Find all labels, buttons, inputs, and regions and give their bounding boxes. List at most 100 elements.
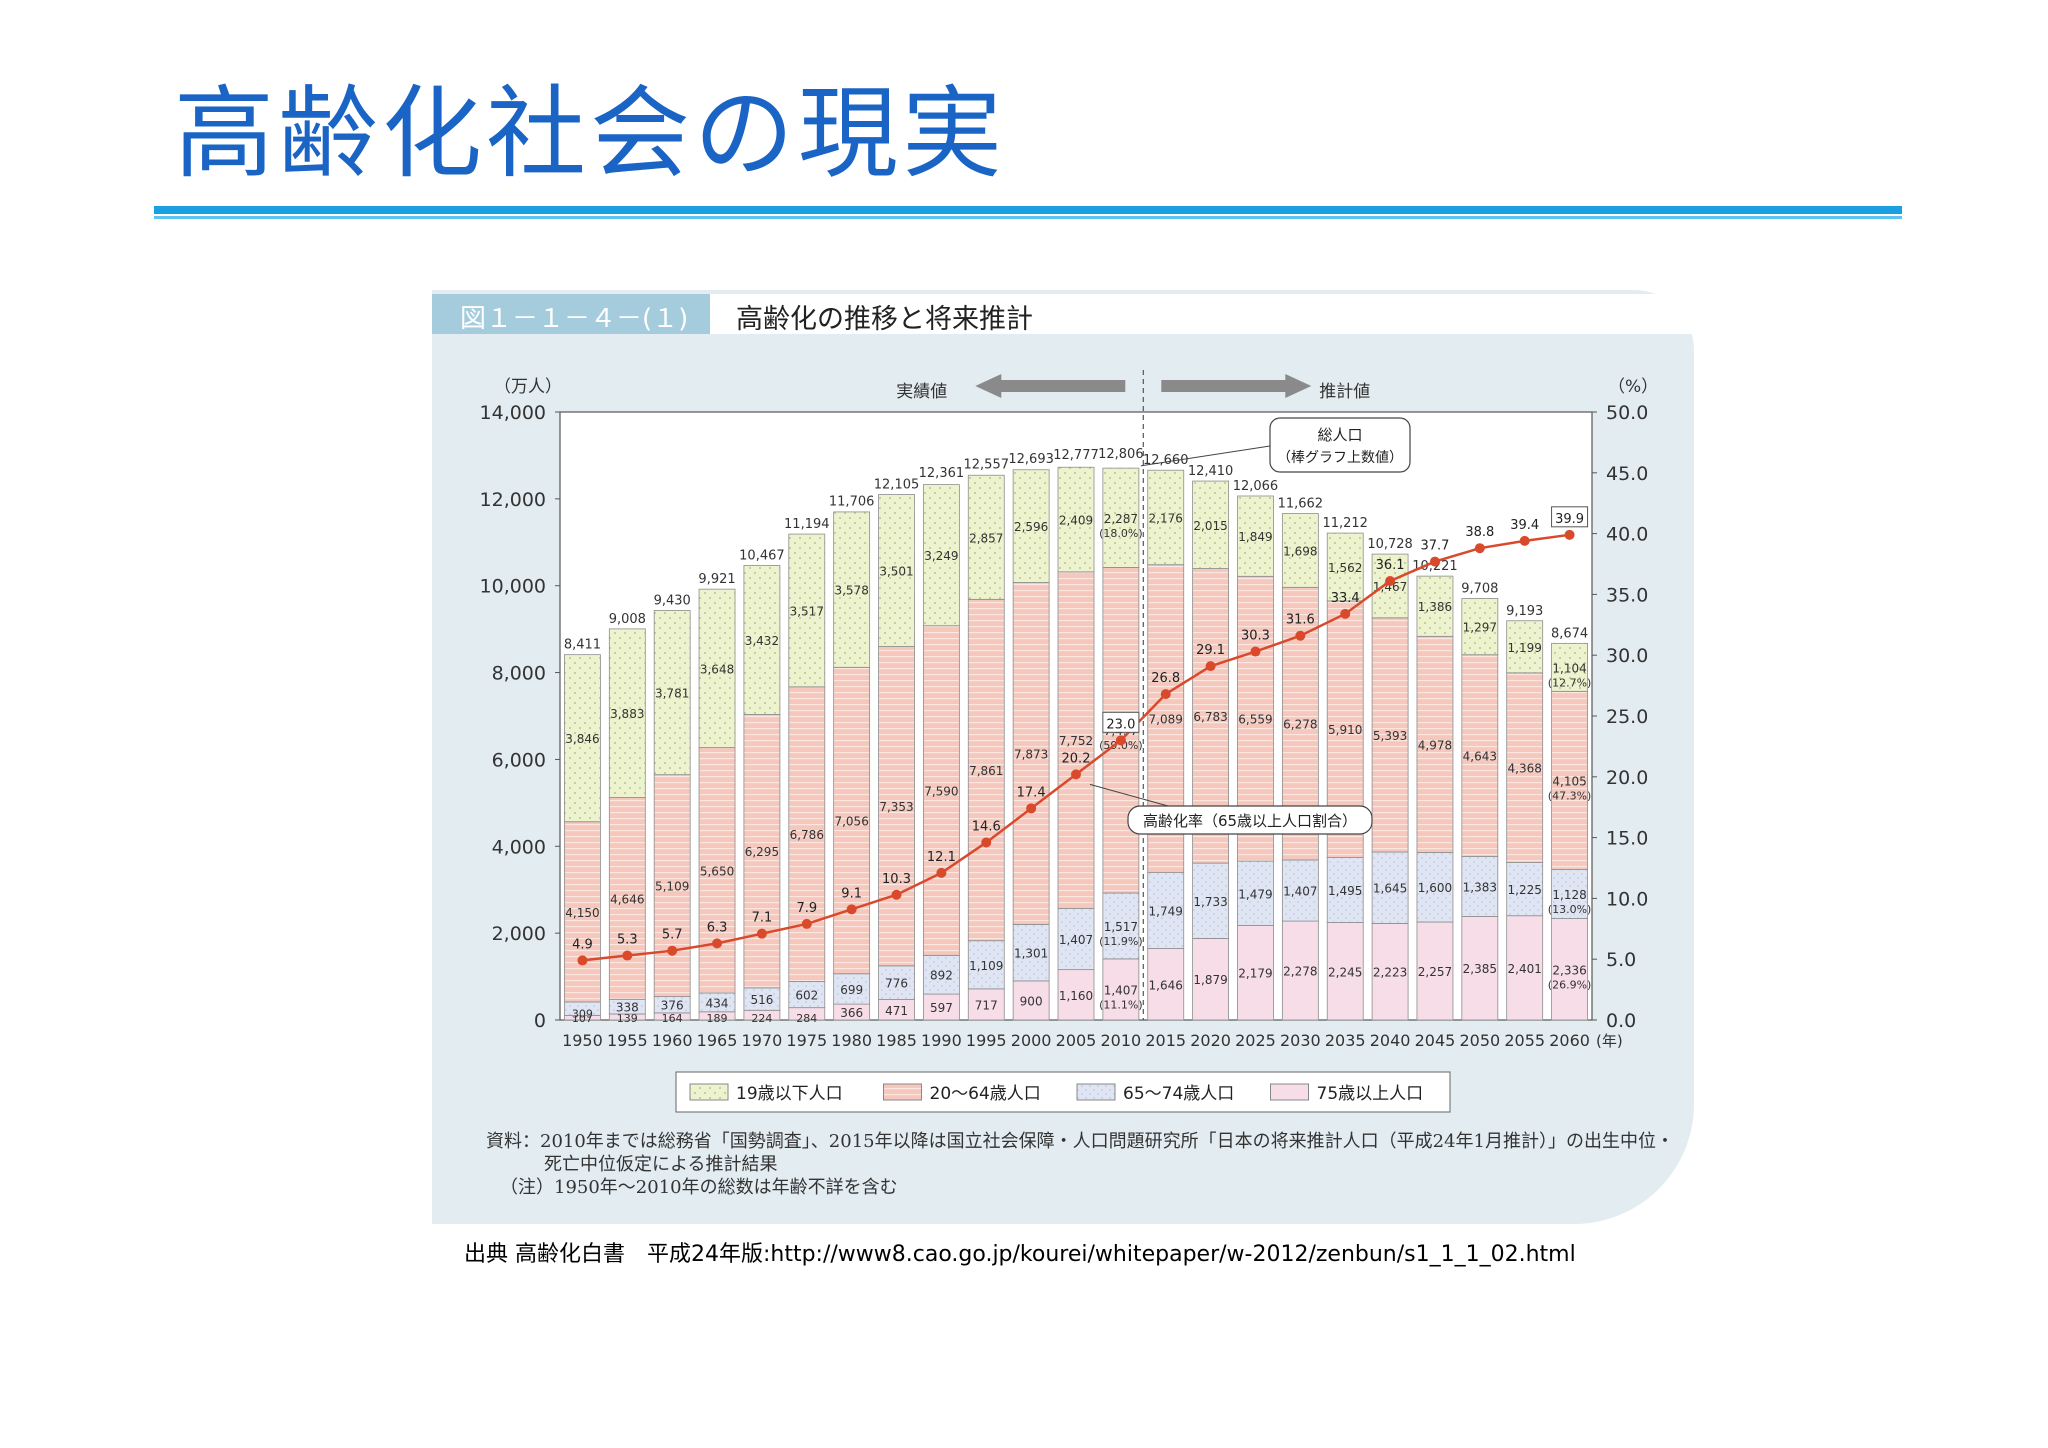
bar-segment: [1102, 892, 1140, 960]
aging-rate-point: [936, 867, 947, 878]
bar-segment: [698, 588, 736, 748]
legend-label: 75歳以上人口: [1317, 1084, 1424, 1104]
bar-segment: [1147, 948, 1185, 1021]
y-right-tick-label: 30.0: [1606, 645, 1648, 667]
aging-rate-point: [1071, 769, 1081, 780]
bar-value-label: 1,301: [1014, 947, 1048, 961]
y-left-tick-label: 2,000: [492, 923, 546, 945]
bar-total-label: 9,430: [654, 593, 691, 608]
bar-value-label: 6,295: [745, 845, 779, 859]
y-right-unit: （%）: [1608, 377, 1658, 397]
bar-value-label: 139: [617, 1012, 638, 1025]
bar-value-label: 2,278: [1283, 965, 1317, 979]
bar-segment: [967, 988, 1005, 1021]
bar-segment: [1551, 918, 1588, 1021]
bar-total-label: 10,467: [739, 548, 785, 563]
bar-total-label: 12,361: [919, 466, 965, 481]
y-left-tick-label: 10,000: [480, 576, 546, 598]
legend-swatch: [689, 1083, 729, 1101]
share-label: (13.0%): [1548, 903, 1592, 916]
bar-value-label: 900: [1020, 994, 1043, 1008]
aging-rate-point: [981, 837, 992, 848]
x-tick-label: 2045: [1415, 1031, 1456, 1050]
aging-rate-label: 9.1: [841, 886, 862, 901]
bar-segment: [788, 533, 826, 688]
bar-segment: [1326, 857, 1364, 923]
bar-segment: [1461, 916, 1499, 1021]
bar-value-label: 1,849: [1238, 530, 1272, 544]
bar-value-label: 1,407: [1059, 933, 1093, 947]
bar-value-label: 376: [661, 999, 684, 1013]
aging-rate-label-box: [1102, 711, 1140, 733]
bar-value-label: 2,179: [1238, 967, 1272, 981]
bar-value-label: 1,383: [1463, 880, 1497, 894]
bar-total-label: 8,411: [564, 638, 601, 653]
bar-segment: [1371, 851, 1409, 924]
bar-value-label: 6,783: [1193, 710, 1227, 724]
bar-value-label: 3,432: [745, 634, 779, 648]
bar-value-label: 309: [572, 1007, 593, 1020]
y-right-tick-label: 35.0: [1606, 584, 1648, 606]
aging-rate-label: 39.9: [1555, 512, 1584, 527]
bar-value-label: 4,978: [1418, 738, 1452, 752]
bar-value-label: 338: [616, 1001, 639, 1015]
aging-rate-label: 36.1: [1376, 558, 1405, 573]
bar-value-label: 7,353: [879, 800, 913, 814]
bar-total-label: 11,662: [1278, 497, 1324, 512]
y-left-tick-label: 6,000: [492, 749, 546, 771]
aging-rate-point: [846, 904, 857, 915]
figure-label-tab: [432, 294, 710, 334]
title-underline-thin: [154, 216, 1902, 219]
bar-segment: [922, 993, 960, 1021]
x-tick-label: 1995: [966, 1031, 1007, 1050]
legend-swatch: [883, 1083, 922, 1101]
aging-rate-point: [1385, 576, 1396, 587]
bar-segment: [1371, 617, 1409, 853]
bar-total-label: 10,728: [1367, 537, 1413, 552]
bar-value-label: 6,278: [1283, 718, 1317, 732]
aging-rate-label: 17.4: [1017, 785, 1046, 800]
bar-value-label: 1,517: [1104, 920, 1138, 934]
bar-segment: [1057, 466, 1095, 573]
bar-segment: [1281, 859, 1319, 922]
aging-rate-label: 29.1: [1196, 643, 1225, 658]
bar-value-label: 224: [751, 1012, 772, 1025]
x-tick-label: 1965: [697, 1031, 738, 1050]
bar-value-label: 3,648: [700, 662, 734, 676]
bar-segment: [967, 940, 1005, 990]
bar-total-label: 9,708: [1461, 581, 1498, 596]
aging-rate-label: 4.9: [572, 937, 593, 952]
bar-segment: [833, 666, 871, 975]
bar-value-label: 1,645: [1373, 882, 1407, 896]
bar-value-label: 1,879: [1193, 973, 1227, 987]
bar-total-label: 9,193: [1506, 604, 1543, 619]
bar-segment: [1416, 635, 1454, 853]
bar-value-label: 1,160: [1059, 989, 1093, 1003]
legend-label: 65～74歳人口: [1123, 1084, 1234, 1104]
bar-value-label: 602: [795, 989, 818, 1003]
aging-rate-label: 14.6: [972, 819, 1001, 834]
bar-value-label: 434: [706, 996, 729, 1010]
bar-total-label: 12,410: [1188, 464, 1234, 479]
bar-value-label: 1,495: [1328, 884, 1362, 898]
bar-segment: [922, 484, 960, 627]
bar-value-label: 2,223: [1373, 966, 1407, 980]
aging-rate-label: 20.2: [1062, 751, 1091, 766]
bar-value-label: 7,590: [924, 785, 958, 799]
total-callout-line1: 総人口: [1317, 426, 1362, 444]
bar-segment: [743, 714, 781, 989]
y-right-tick-label: 0.0: [1606, 1010, 1636, 1032]
x-tick-label: 2050: [1459, 1031, 1500, 1050]
bar-value-label: 1,104: [1552, 661, 1586, 675]
bar-total-label: 12,777: [1053, 448, 1099, 463]
share-label: (11.9%): [1099, 935, 1143, 948]
bar-value-label: 1,297: [1463, 621, 1497, 635]
y-right-tick-label: 50.0: [1606, 402, 1648, 424]
x-tick-label: 2035: [1325, 1031, 1366, 1050]
aging-rate-label: 39.4: [1510, 518, 1539, 533]
bar-value-label: 1,749: [1149, 905, 1183, 919]
y-left-tick-label: 12,000: [480, 489, 546, 511]
bar-total-label: 12,693: [1008, 452, 1053, 467]
bar-value-label: 2,385: [1463, 962, 1497, 976]
total-callout-box: [1269, 417, 1411, 473]
